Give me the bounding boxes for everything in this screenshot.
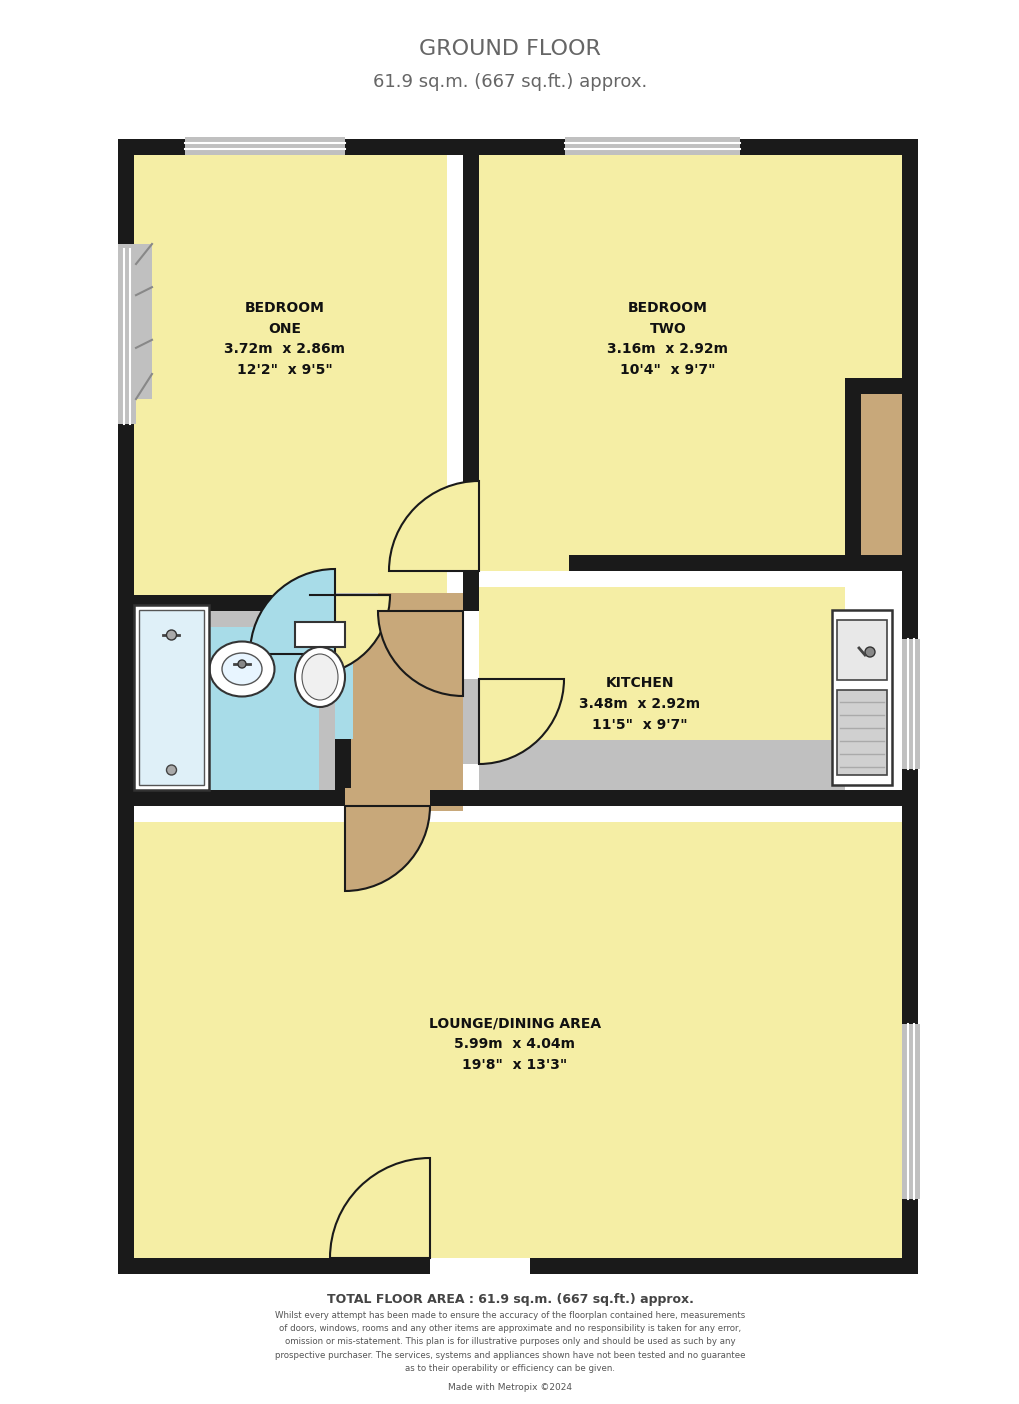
Bar bbox=[334, 611, 351, 806]
Bar bbox=[133, 154, 446, 595]
Bar bbox=[860, 555, 917, 571]
Bar bbox=[565, 139, 739, 154]
Text: GROUND FLOOR: GROUND FLOOR bbox=[419, 39, 600, 59]
Text: Made with Metropix ©2024: Made with Metropix ©2024 bbox=[447, 1383, 572, 1391]
Text: LOUNGE/DINING AREA
5.99m  x 4.04m
19'8"  x 13'3": LOUNGE/DINING AREA 5.99m x 4.04m 19'8" x… bbox=[429, 1016, 600, 1071]
Bar bbox=[294, 622, 344, 647]
Bar bbox=[463, 139, 479, 611]
Bar bbox=[310, 592, 389, 611]
Circle shape bbox=[166, 630, 176, 640]
Bar bbox=[118, 139, 917, 154]
Bar bbox=[133, 605, 209, 790]
Wedge shape bbox=[378, 611, 463, 696]
Bar bbox=[118, 1258, 917, 1273]
Bar bbox=[351, 595, 463, 812]
Bar bbox=[901, 639, 917, 769]
Bar bbox=[901, 1024, 919, 1199]
Bar bbox=[139, 609, 204, 785]
Bar bbox=[901, 1024, 917, 1199]
Bar bbox=[133, 821, 901, 1258]
Bar bbox=[837, 621, 887, 680]
Bar bbox=[844, 378, 917, 395]
Bar bbox=[901, 639, 919, 769]
Bar bbox=[118, 249, 133, 424]
Text: KITCHEN
3.48m  x 2.92m
11'5"  x 9'7": KITCHEN 3.48m x 2.92m 11'5" x 9'7" bbox=[579, 677, 700, 731]
Bar bbox=[479, 553, 569, 571]
Bar bbox=[351, 595, 463, 611]
Circle shape bbox=[864, 647, 874, 657]
Ellipse shape bbox=[209, 642, 274, 696]
Text: 61.9 sq.m. (667 sq.ft.) approx.: 61.9 sq.m. (667 sq.ft.) approx. bbox=[373, 73, 646, 91]
Bar bbox=[463, 680, 481, 764]
Bar bbox=[479, 587, 844, 790]
Bar bbox=[118, 249, 136, 424]
Wedge shape bbox=[388, 482, 479, 571]
Bar bbox=[479, 154, 901, 555]
Bar bbox=[344, 788, 430, 806]
Wedge shape bbox=[479, 680, 564, 764]
Ellipse shape bbox=[294, 647, 344, 708]
Wedge shape bbox=[250, 569, 334, 654]
Bar bbox=[430, 1258, 530, 1273]
Bar bbox=[479, 740, 844, 790]
Text: TOTAL FLOOR AREA : 61.9 sq.m. (667 sq.ft.) approx.: TOTAL FLOOR AREA : 61.9 sq.m. (667 sq.ft… bbox=[326, 1293, 693, 1307]
Ellipse shape bbox=[222, 653, 262, 685]
Bar bbox=[565, 138, 739, 154]
Text: Whilst every attempt has been made to ensure the accuracy of the floorplan conta: Whilst every attempt has been made to en… bbox=[274, 1311, 745, 1373]
Bar bbox=[463, 790, 917, 806]
Wedge shape bbox=[310, 595, 389, 675]
Wedge shape bbox=[344, 806, 430, 892]
Bar bbox=[832, 609, 892, 785]
Bar bbox=[118, 139, 133, 1273]
Bar bbox=[334, 654, 353, 739]
Bar bbox=[901, 139, 917, 1273]
Bar bbox=[133, 611, 334, 806]
Wedge shape bbox=[330, 1158, 430, 1258]
Bar bbox=[118, 244, 152, 399]
Bar bbox=[351, 611, 463, 806]
Bar bbox=[378, 592, 463, 611]
Text: BEDROOM
TWO
3.16m  x 2.92m
10'4"  x 9'7": BEDROOM TWO 3.16m x 2.92m 10'4" x 9'7" bbox=[607, 300, 728, 376]
Bar bbox=[133, 628, 319, 790]
Circle shape bbox=[166, 765, 176, 775]
Bar bbox=[844, 395, 901, 555]
Bar bbox=[844, 395, 860, 571]
Bar bbox=[118, 595, 351, 611]
Text: BEDROOM
ONE
3.72m  x 2.86m
12'2"  x 9'5": BEDROOM ONE 3.72m x 2.86m 12'2" x 9'5" bbox=[224, 300, 345, 376]
Ellipse shape bbox=[302, 654, 337, 701]
Bar bbox=[118, 790, 463, 806]
Bar bbox=[184, 138, 344, 154]
Bar bbox=[837, 689, 887, 775]
Bar bbox=[184, 139, 344, 154]
Circle shape bbox=[237, 660, 246, 668]
Bar bbox=[463, 555, 844, 571]
